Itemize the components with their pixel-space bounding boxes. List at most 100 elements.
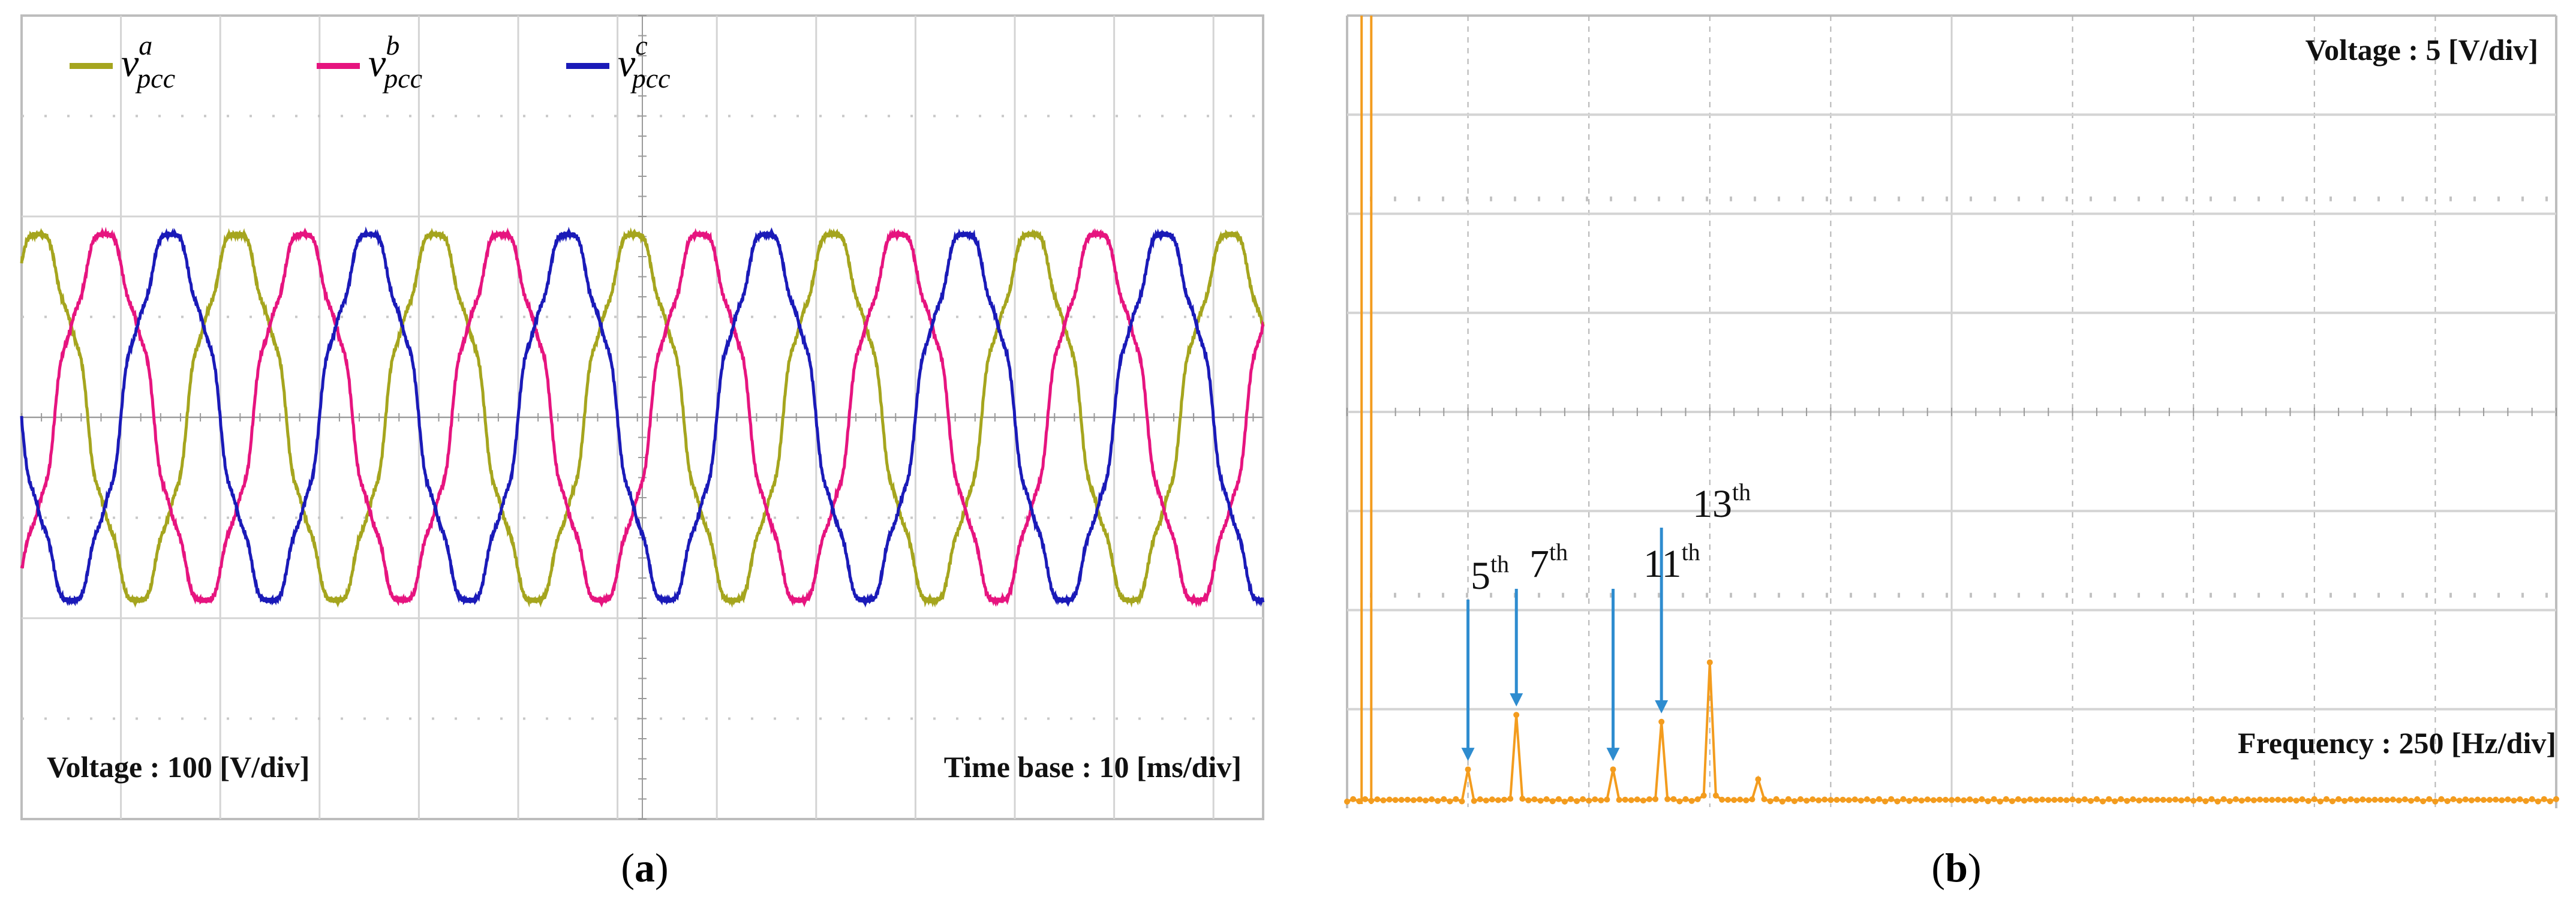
spectrum-point [2462,796,2469,803]
spectrum-point [2499,797,2505,803]
spectrum-point [1737,796,1744,803]
spectrum-point [1979,796,1985,802]
spectrum-point [1749,796,1756,803]
spectrum-point [2450,796,2457,802]
spectrum-point [2214,798,2221,805]
spectrum-point [1362,796,1369,802]
spectrum-point [2468,797,2475,803]
spectrum-point [2033,797,2040,803]
spectrum-point [2269,797,2276,803]
spectrum-point [1658,718,1665,725]
spectrum-point [2202,798,2209,805]
spectrum-point [1961,797,1967,803]
spectrum-point [1489,796,1495,803]
spectrum-point [2335,796,2342,802]
spectrum-point [2287,796,2294,803]
spectrum-point [1477,796,1483,802]
spectrum-point [2232,796,2239,802]
spectrum-point [1592,796,1598,803]
spectrum-point [2184,796,2191,803]
spectrum-point [2009,798,2015,805]
legend-item-b: vb pcc [317,30,422,94]
harmonic-label-13th: 13th [1693,478,1751,526]
spectrum-point [2541,796,2547,802]
spectrum-point [1785,796,1792,802]
spectrum-point [2051,797,2058,803]
spectrum-point [1912,796,1919,802]
spectrum-point [1664,796,1671,802]
spectrum-point [1410,797,1417,803]
spectrum-point [1991,796,1997,802]
spectrum-point [2493,796,2499,803]
spectrum-point [1429,796,1435,802]
caption-b: (b) [1931,845,1981,890]
spectrum-point [2389,796,2396,803]
harmonic-label-5th: 5th [1471,550,1509,598]
spectrum-point [2414,796,2421,802]
spectrum-point [1350,796,1357,802]
spectrum-point [1888,796,1895,802]
spectrum-point [2263,797,2270,803]
spectrum-point [1574,798,1580,805]
spectrum-point [1809,796,1816,803]
panel-b-harmonic-arrows [1461,528,1669,761]
trace-b [20,227,1265,608]
harmonic-arrow-head [1510,693,1523,707]
spectrum-point [1761,796,1768,802]
spectrum-point [2087,797,2094,804]
spectrum-point [2106,796,2112,802]
spectrum-point [1918,797,1925,804]
spectrum-point [2244,796,2251,803]
spectrum-point [2003,796,2009,802]
spectrum-point [1447,798,1453,805]
spectrum-point [2377,796,2384,803]
spectrum-point [2311,796,2318,802]
spectrum-point [2371,796,2378,803]
spectrum-point [1465,766,1471,773]
spectrum-point [2481,797,2487,803]
spectrum-point [1501,796,1508,803]
panel-a-time-base: Time base : 10 [ms/div] [944,750,1242,784]
spectrum-point [2523,797,2529,804]
spectrum-point [1725,796,1731,803]
spectrum-point [2408,797,2415,804]
panel-b-voltage-scale: Voltage : 5 [V/div] [2306,33,2538,67]
spectrum-point [1622,796,1628,803]
spectrum-point [1803,797,1810,804]
spectrum-point [2190,797,2197,804]
spectrum-point [1459,798,1465,805]
spectrum-point [1404,796,1411,803]
spectrum-point [2136,797,2142,804]
spectrum-point [1719,796,1725,803]
spectrum-point [2196,796,2203,802]
spectrum-point [2251,797,2257,803]
spectrum-point [2347,796,2354,802]
caption-a: (a) [621,845,668,890]
spectrum-point [1586,797,1592,804]
spectrum-point [2238,797,2245,804]
spectrum-point [2511,797,2517,804]
spectrum-point [1755,776,1762,782]
spectrum-point [2341,797,2348,804]
spectrum-point [1676,798,1683,805]
spectrum-point [1779,798,1786,805]
spectrum-point [1851,796,1858,803]
spectrum-point [1949,797,1955,803]
spectrum-point [1682,796,1689,802]
harmonic-arrow-head [1461,748,1475,761]
spectrum-point [1821,796,1828,803]
spectrum-point [1568,796,1574,802]
spectrum-point [1652,796,1659,802]
legend: va pcc vb pcc vc pcc [70,30,671,94]
spectrum-point [1453,796,1459,802]
spectrum-point [1368,797,1375,804]
spectrum-point [2208,796,2215,802]
spectrum-point [2329,798,2335,805]
spectrum-point [1900,796,1907,802]
spectrum-point [1973,797,1979,804]
spectrum-point [1423,797,1429,804]
spectrum-point [2220,796,2227,802]
harmonic-label-11th: 11th [1643,538,1700,586]
spectrum-point [1743,797,1750,803]
spectrum-point [2015,796,2021,802]
